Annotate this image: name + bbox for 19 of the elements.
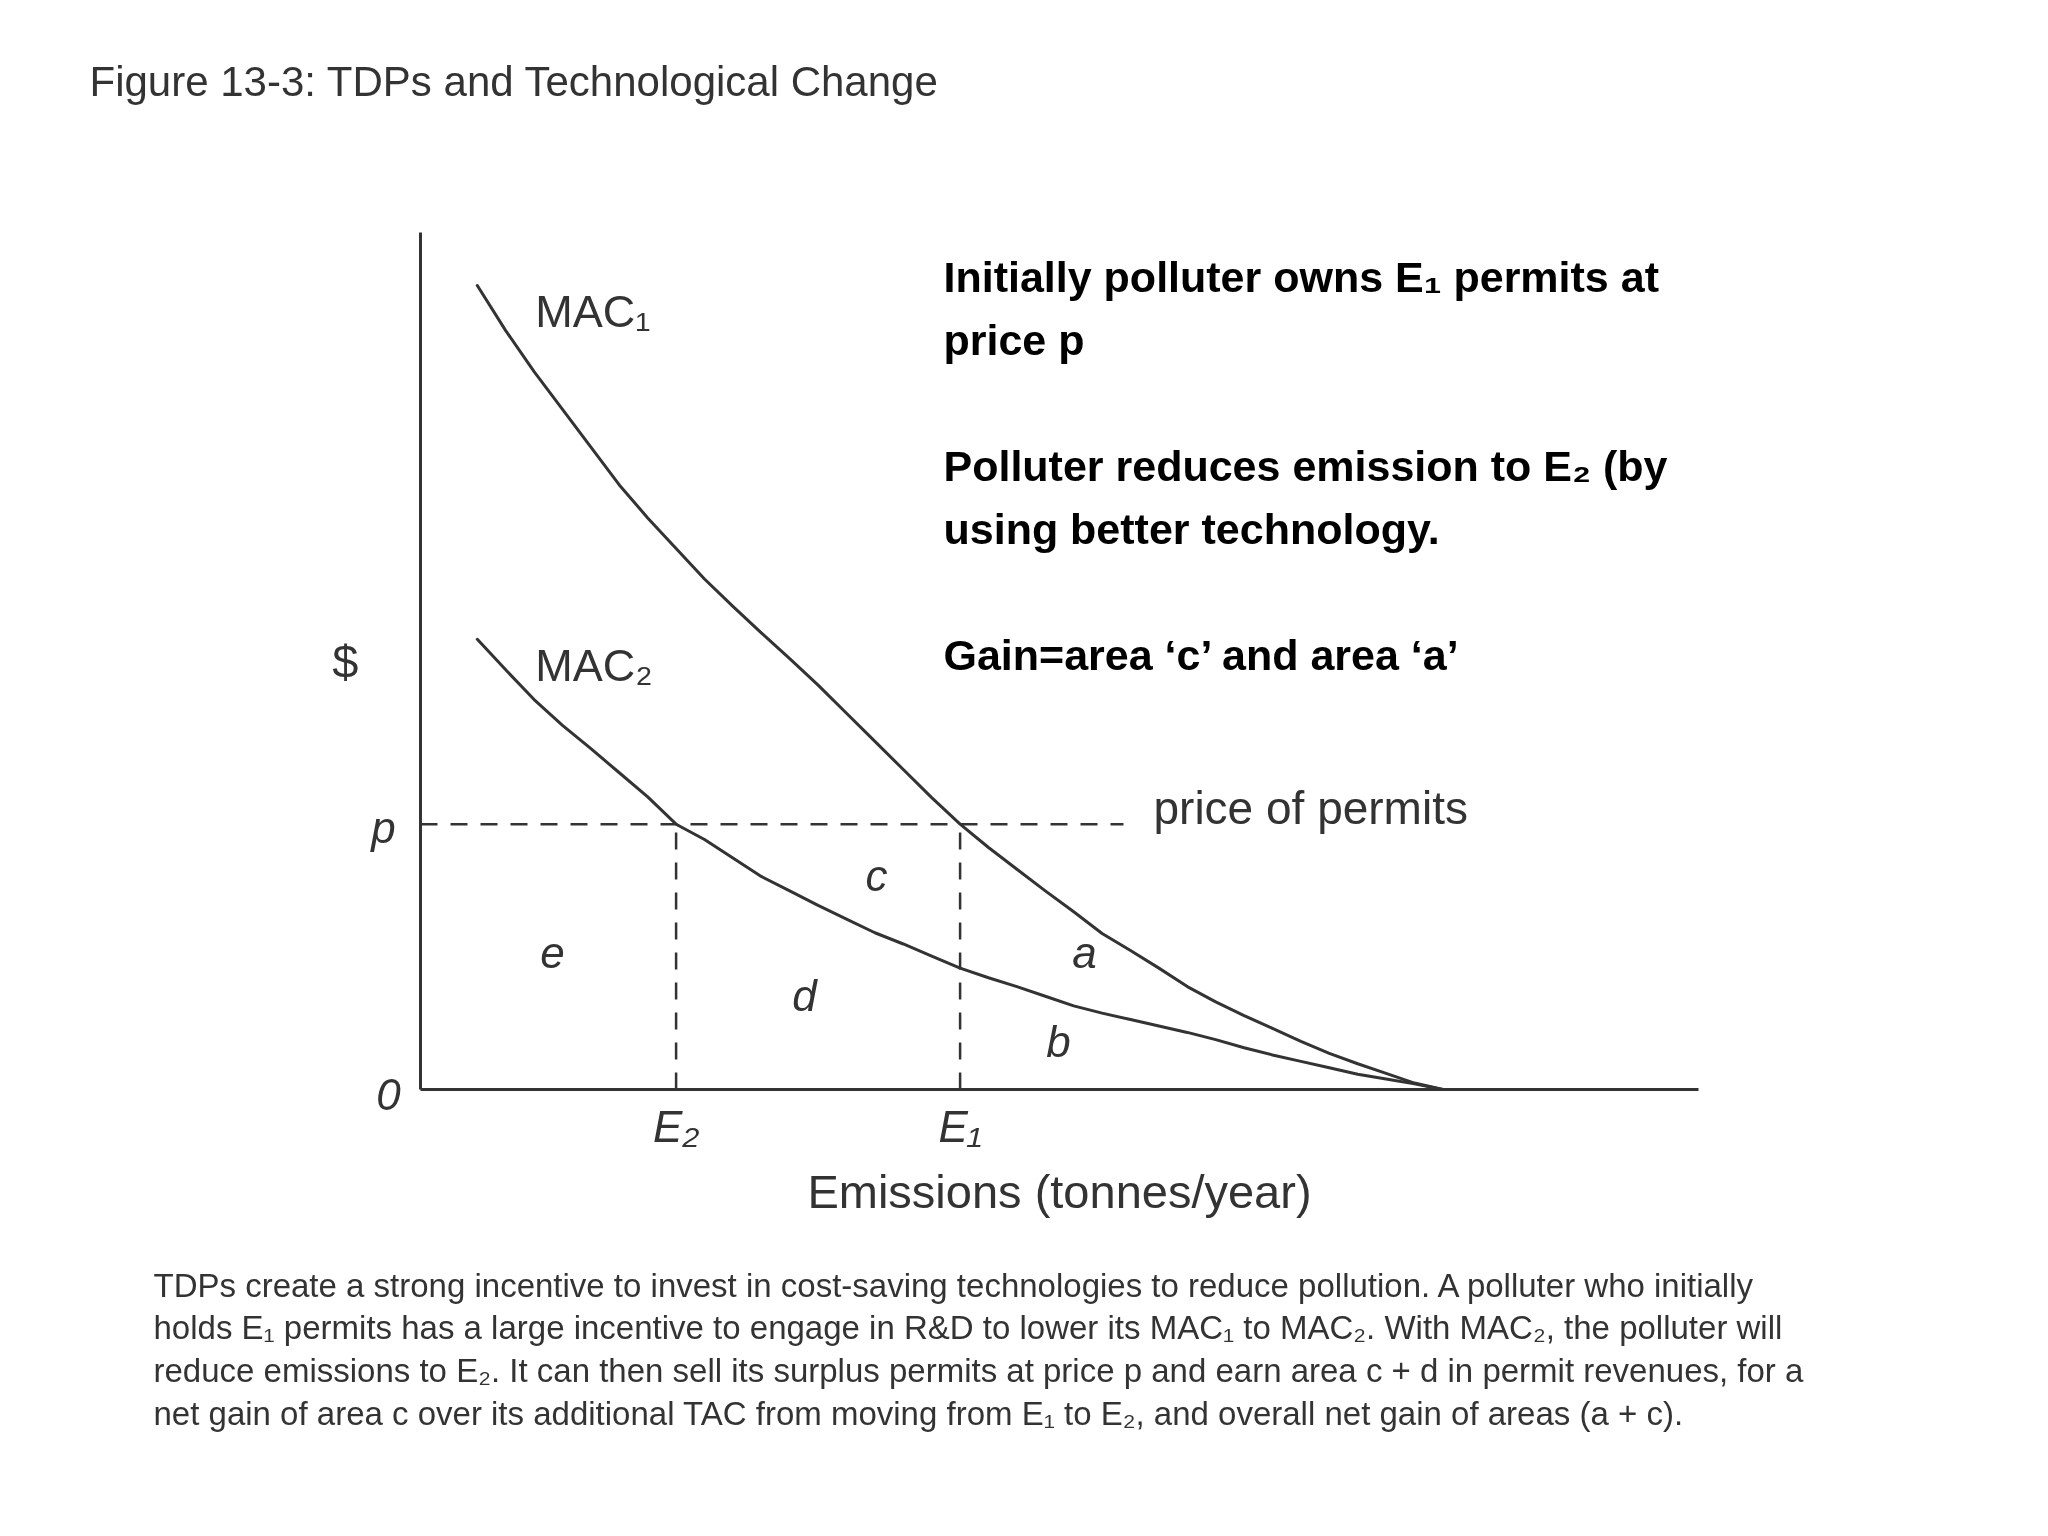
y-axis-title: $ xyxy=(332,634,359,688)
annotation: e xyxy=(540,928,565,977)
text: 0 xyxy=(376,1070,402,1119)
ref-line-label: price of permits xyxy=(1153,782,1468,835)
annotation: b xyxy=(1046,1017,1071,1066)
chart-title: Figure 13-3: TDPs and Technological Change xyxy=(89,58,938,105)
annotation: a xyxy=(1072,928,1097,977)
annotation: Gain=area ‘c’ and area ‘a’ xyxy=(943,630,1459,679)
series-label: MAC₁ xyxy=(535,286,651,338)
x-tick-label: E₂ xyxy=(653,1101,700,1151)
annotation: Initially polluter owns E₁ permits at price p xyxy=(943,252,1659,365)
text: TDPs create a strong incentive to invest in cost-saving technologies to reduce pollution. A polluter who initially holds E₁ permits has a large incentive to engage in R&D to lower its MAC₁ to MAC₂. With MAC₂, the polluter will reduce emissions to E₂. It can then sell its surplus permits at price p and earn area c + d in permit revenues, for a net gain of area c over its additional TAC from moving from E₁ to E₂, and overall net gain of areas (a + c). xyxy=(153,1266,1804,1433)
text: p xyxy=(369,803,396,852)
x-tick-label: E₁ xyxy=(938,1101,982,1151)
annotation: c xyxy=(865,851,888,900)
annotation: Polluter reduces emission to E₂ (by using better technology. xyxy=(943,441,1668,554)
x-axis-title: Emissions (tonnes/year) xyxy=(807,1164,1312,1218)
annotation: d xyxy=(792,971,819,1020)
series-label: MAC₂ xyxy=(535,639,653,691)
